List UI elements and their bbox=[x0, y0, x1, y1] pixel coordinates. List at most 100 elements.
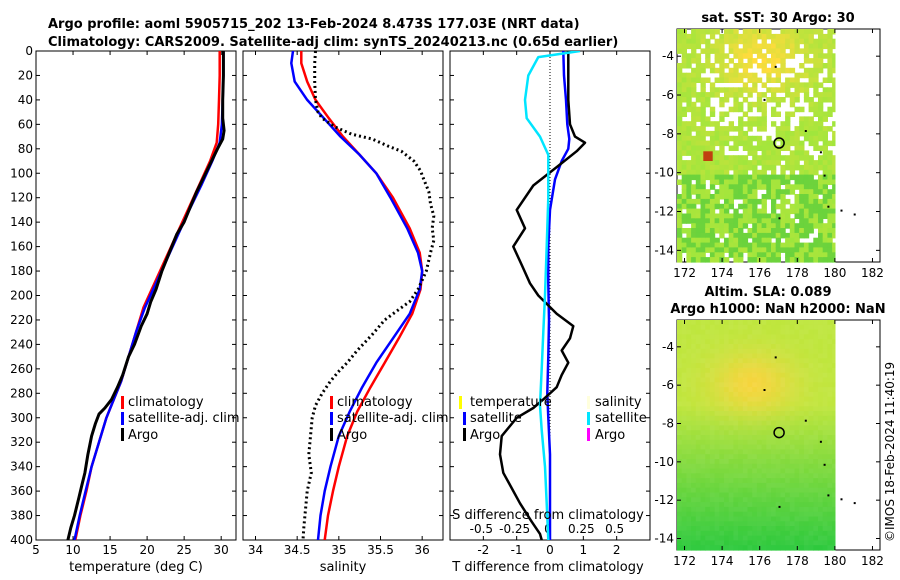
map-cell bbox=[733, 208, 739, 215]
map-cell bbox=[785, 425, 791, 431]
map-cell bbox=[728, 145, 734, 151]
map-cell bbox=[775, 324, 781, 331]
y-tick-label: 60 bbox=[18, 117, 33, 131]
map-cell bbox=[714, 121, 720, 127]
map-cell bbox=[827, 473, 833, 479]
map-cell bbox=[724, 92, 730, 98]
map-cell bbox=[700, 363, 706, 369]
map-cell bbox=[761, 320, 767, 326]
map-cell bbox=[789, 130, 796, 137]
map-cell bbox=[686, 242, 692, 249]
map-cell bbox=[832, 189, 836, 195]
sst-cells bbox=[677, 29, 856, 263]
map-cell bbox=[794, 530, 800, 537]
map-cell bbox=[808, 67, 814, 74]
map-cell bbox=[724, 324, 730, 331]
map-cell bbox=[728, 377, 734, 383]
map-cell bbox=[761, 160, 767, 166]
map-cell bbox=[752, 439, 758, 446]
map-cell bbox=[827, 396, 833, 403]
map-cell bbox=[724, 38, 730, 45]
map-cell bbox=[780, 487, 786, 494]
map-cell bbox=[766, 232, 772, 239]
map-cell bbox=[803, 184, 810, 190]
map-cell bbox=[686, 38, 692, 45]
map-cell bbox=[766, 87, 772, 93]
map-cell bbox=[738, 48, 744, 54]
map-cell bbox=[761, 411, 767, 417]
map-cell bbox=[771, 218, 777, 224]
map-cell bbox=[700, 92, 706, 98]
map-cell bbox=[808, 473, 814, 479]
map-cell bbox=[775, 439, 781, 446]
map-cell bbox=[803, 126, 810, 132]
map-cell bbox=[747, 232, 753, 239]
map-cell bbox=[803, 334, 810, 340]
map-cell bbox=[789, 454, 796, 460]
y-tick-label: 280 bbox=[10, 386, 33, 400]
map-cell bbox=[742, 401, 749, 407]
map-cell bbox=[705, 334, 711, 340]
map-cell bbox=[794, 194, 800, 200]
map-cell bbox=[785, 454, 791, 460]
map-cell bbox=[742, 487, 749, 494]
map-cell bbox=[724, 358, 730, 364]
map-cell bbox=[691, 150, 697, 156]
map-cell bbox=[822, 63, 828, 69]
map-cell bbox=[738, 344, 744, 350]
map-cell bbox=[691, 492, 697, 498]
map-cell bbox=[822, 189, 828, 195]
map-cell bbox=[733, 482, 739, 489]
map-cell bbox=[728, 126, 734, 132]
map-cell bbox=[789, 420, 796, 426]
map-cell bbox=[771, 194, 777, 200]
map-cell bbox=[728, 358, 734, 364]
map-cell bbox=[761, 43, 767, 50]
map-cell bbox=[738, 160, 744, 166]
map-cell bbox=[808, 121, 814, 127]
map-cell bbox=[775, 363, 781, 369]
map-cell bbox=[738, 247, 744, 253]
map-cell bbox=[808, 48, 814, 54]
map-cell bbox=[686, 126, 692, 132]
map-cell bbox=[691, 92, 697, 98]
map-cell bbox=[766, 545, 772, 551]
map-cell bbox=[714, 203, 720, 210]
map-cell bbox=[709, 203, 716, 210]
map-cell bbox=[794, 150, 800, 156]
map-cell bbox=[719, 348, 725, 355]
map-cell bbox=[686, 521, 692, 527]
map-cell bbox=[742, 516, 749, 522]
map-cell bbox=[752, 203, 758, 210]
map-cell bbox=[794, 135, 800, 142]
temperature-axes-frame bbox=[35, 50, 237, 541]
map-cell bbox=[686, 92, 692, 98]
map-cell bbox=[803, 72, 810, 79]
map-cell bbox=[695, 218, 702, 224]
map-cell bbox=[677, 77, 683, 83]
map-cell bbox=[813, 459, 819, 465]
map-cell bbox=[794, 334, 800, 340]
map-cell bbox=[733, 454, 739, 460]
map-cell bbox=[780, 130, 786, 137]
map-cell bbox=[813, 53, 819, 59]
map-cell bbox=[803, 435, 810, 441]
map-cell bbox=[766, 459, 772, 465]
map-cell bbox=[691, 145, 697, 151]
map-cell bbox=[752, 492, 758, 498]
map-cell bbox=[822, 208, 828, 215]
map-cell bbox=[822, 391, 828, 398]
map-cell bbox=[724, 387, 730, 393]
map-cell bbox=[742, 82, 749, 88]
map-cell bbox=[719, 72, 725, 79]
map-cell bbox=[724, 126, 730, 132]
legend-label-temperature: temperature bbox=[470, 395, 552, 410]
map-cell bbox=[761, 184, 767, 190]
map-cell bbox=[794, 482, 800, 489]
map-cell bbox=[709, 111, 716, 117]
map-cell bbox=[733, 232, 739, 239]
map-cell bbox=[822, 492, 828, 498]
map-cell bbox=[724, 194, 730, 200]
map-cell bbox=[818, 516, 824, 522]
map-cell bbox=[719, 38, 725, 45]
